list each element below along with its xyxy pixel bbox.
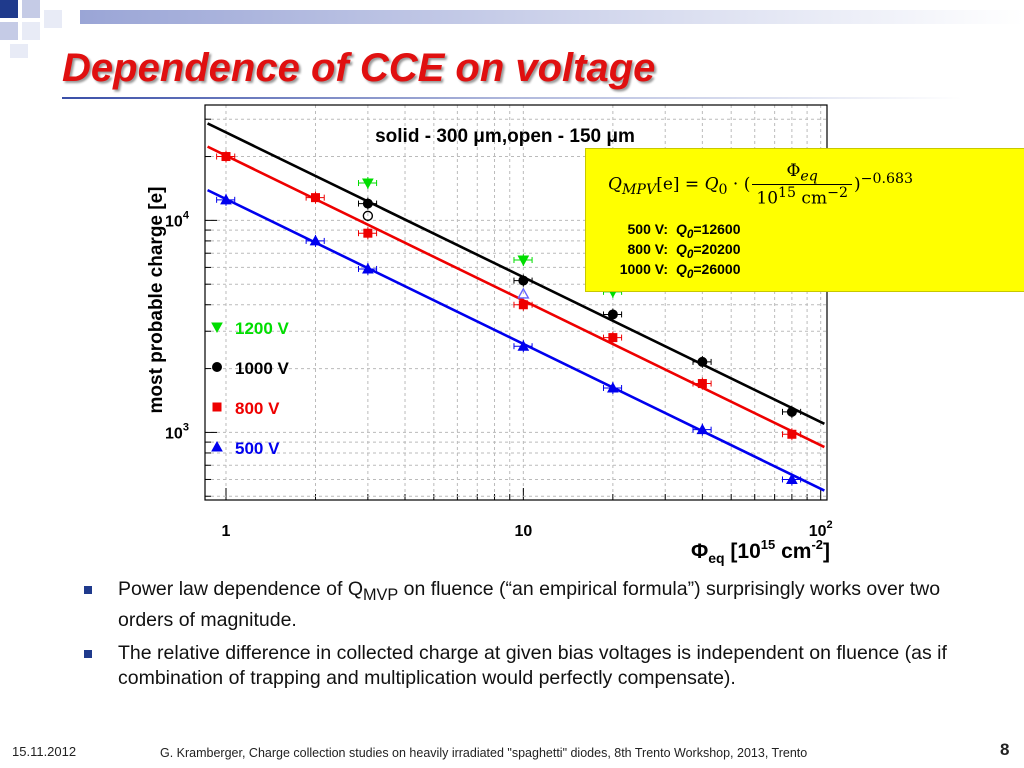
data-point — [697, 379, 707, 389]
bullet-square-icon — [84, 649, 92, 658]
fit-line — [206, 122, 825, 425]
data-point — [608, 333, 618, 343]
fit-parameter-500v: 500 V: Q0=12600 — [627, 221, 741, 241]
x-axis-label-part: -2 — [811, 537, 823, 552]
legend-label: 1200 V — [235, 319, 290, 338]
chart-title: solid - 300 μm,open - 150 μm — [375, 126, 635, 147]
legend-marker — [211, 440, 223, 452]
bullet-item: Power law dependence of QMVP on fluence … — [80, 577, 990, 633]
legend-label: 1000 V — [235, 359, 290, 378]
x-axis-label-part: [10 — [725, 540, 761, 563]
bullet-item: The relative difference in collected cha… — [80, 641, 990, 691]
slide-title: Dependence of CCE on voltage — [62, 46, 656, 90]
x-axis-label-part: Φ — [691, 540, 708, 563]
data-point — [363, 228, 373, 238]
formula-box: QMPV[e] = Q0 · (Φeq 1015 cm−2)−0.683 500 … — [585, 148, 1024, 292]
legend-marker — [211, 322, 223, 334]
x-axis-label: Φeq [1015 cm-2] — [691, 537, 830, 566]
x-axis-label-part: cm — [775, 540, 811, 563]
data-point — [607, 309, 618, 320]
data-points — [216, 150, 802, 486]
legend-label: 800 V — [235, 399, 280, 418]
y-axis-label: most probable charge [e] — [146, 187, 167, 414]
x-axis-label-part: ] — [823, 540, 830, 563]
open-data-point — [517, 287, 530, 299]
legend-marker — [212, 402, 222, 412]
data-point — [221, 152, 231, 162]
fit-parameter-800v: 800 V: Q0=20200 — [627, 241, 741, 261]
x-axis-label-part: eq — [708, 550, 724, 566]
y-tick-label-exponent: 3 — [183, 421, 189, 433]
data-point — [362, 198, 373, 209]
bullet-square-icon — [84, 586, 92, 594]
fit-line — [206, 145, 825, 449]
data-point — [696, 423, 709, 435]
header-gradient-bar — [80, 10, 1024, 24]
data-point — [517, 255, 530, 267]
x-tick-label: 10 — [514, 523, 532, 540]
data-point — [787, 429, 797, 439]
y-tick-label-exponent: 4 — [183, 209, 190, 221]
fit-parameter-1000v: 1000 V: Q0=26000 — [619, 261, 741, 281]
data-point — [786, 406, 797, 417]
data-point — [607, 381, 619, 393]
legend: 1200 V 1000 V 800 V 500 V — [211, 319, 290, 458]
footer-citation: G. Kramberger, Charge collection studies… — [160, 746, 808, 760]
y-tick-label: 103 — [165, 421, 189, 442]
x-axis-label-part: 15 — [761, 537, 775, 552]
x-tick-label: 1 — [222, 523, 231, 540]
data-point — [311, 193, 321, 203]
fit-lines — [206, 122, 825, 492]
data-point — [362, 262, 374, 274]
corner-decoration — [0, 0, 80, 60]
legend-marker — [212, 362, 222, 372]
x-tick-label-exponent: 2 — [827, 519, 833, 531]
fit-parameters: 500 V: Q0=12600 800 V: Q0=20200 1000 V: Q0=… — [608, 221, 741, 281]
title-underline — [62, 97, 962, 99]
y-tick-label: 104 — [165, 209, 190, 230]
bullet-list: Power law dependence of QMVP on fluence … — [80, 577, 990, 699]
data-point — [518, 300, 528, 310]
data-point — [309, 234, 322, 246]
page-number: 8 — [1000, 740, 1010, 759]
footer-date: 15.11.2012 — [12, 744, 77, 759]
data-point — [786, 473, 798, 484]
fit-line — [206, 188, 825, 492]
legend-label: 500 V — [235, 439, 280, 458]
data-point — [517, 340, 530, 351]
plot-frame — [204, 104, 828, 501]
data-point — [362, 178, 374, 190]
open-data-point — [362, 210, 374, 222]
data-point — [518, 275, 529, 286]
power-law-formula: QMPV[e] = Q0 · (Φeq 1015 cm−2)−0.683 — [608, 161, 913, 210]
data-point — [220, 193, 232, 205]
data-point — [697, 356, 708, 367]
